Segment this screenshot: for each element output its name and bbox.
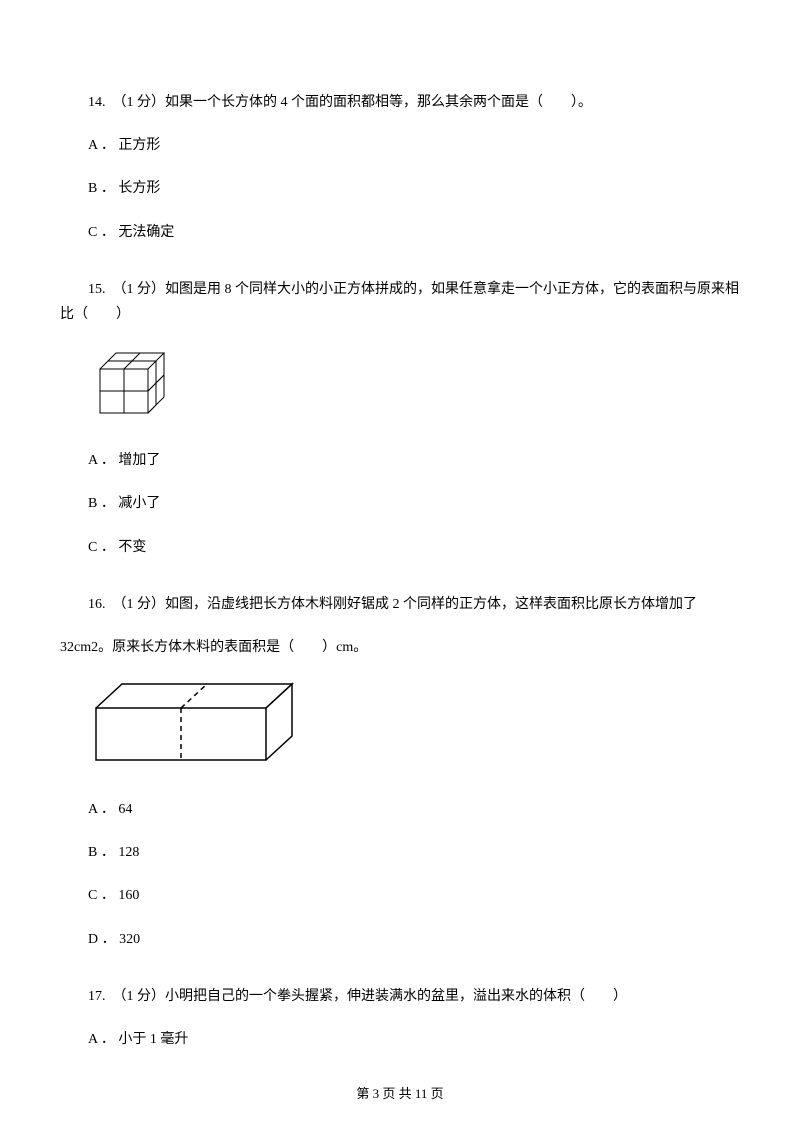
q16-option-b: B ． 128 (60, 840, 740, 865)
question-16: 16. （1 分）如图，沿虚线把长方体木料刚好锯成 2 个同样的正方体，这样表面… (60, 592, 740, 952)
q15-option-c: C ． 不变 (60, 535, 740, 560)
q15-option-b: B ． 减小了 (60, 491, 740, 516)
page-footer: 第 3 页 共 11 页 (0, 1083, 800, 1102)
question-17: 17. （1 分）小明把自己的一个拳头握紧，伸进装满水的盆里，溢出来水的体积（ … (60, 984, 740, 1052)
question-14: 14. （1 分）如果一个长方体的 4 个面的面积都相等，那么其余两个面是（ ）… (60, 90, 740, 245)
question-16-text-line1: 16. （1 分）如图，沿虚线把长方体木料刚好锯成 2 个同样的正方体，这样表面… (60, 592, 740, 617)
q14-option-b: B ． 长方形 (60, 176, 740, 201)
question-15: 15. （1 分）如图是用 8 个同样大小的小正方体拼成的，如果任意拿走一个小正… (60, 277, 740, 560)
question-17-text: 17. （1 分）小明把自己的一个拳头握紧，伸进装满水的盆里，溢出来水的体积（ … (60, 984, 740, 1009)
q14-option-c: C ． 无法确定 (60, 220, 740, 245)
q14-option-a: A ． 正方形 (60, 133, 740, 158)
q15-figure-cube (90, 345, 740, 424)
q15-option-a: A ． 增加了 (60, 448, 740, 473)
q16-option-d: D ． 320 (60, 927, 740, 952)
q16-option-c: C ． 160 (60, 883, 740, 908)
question-14-text: 14. （1 分）如果一个长方体的 4 个面的面积都相等，那么其余两个面是（ ）… (60, 90, 740, 115)
q16-option-a: A ． 64 (60, 797, 740, 822)
q16-figure-cuboid (90, 678, 740, 773)
q17-option-a: A ． 小于 1 毫升 (60, 1027, 740, 1052)
question-15-text: 15. （1 分）如图是用 8 个同样大小的小正方体拼成的，如果任意拿走一个小正… (60, 277, 740, 327)
question-16-text-line2: 32cm2。原来长方体木料的表面积是（ ）cm。 (60, 635, 740, 660)
